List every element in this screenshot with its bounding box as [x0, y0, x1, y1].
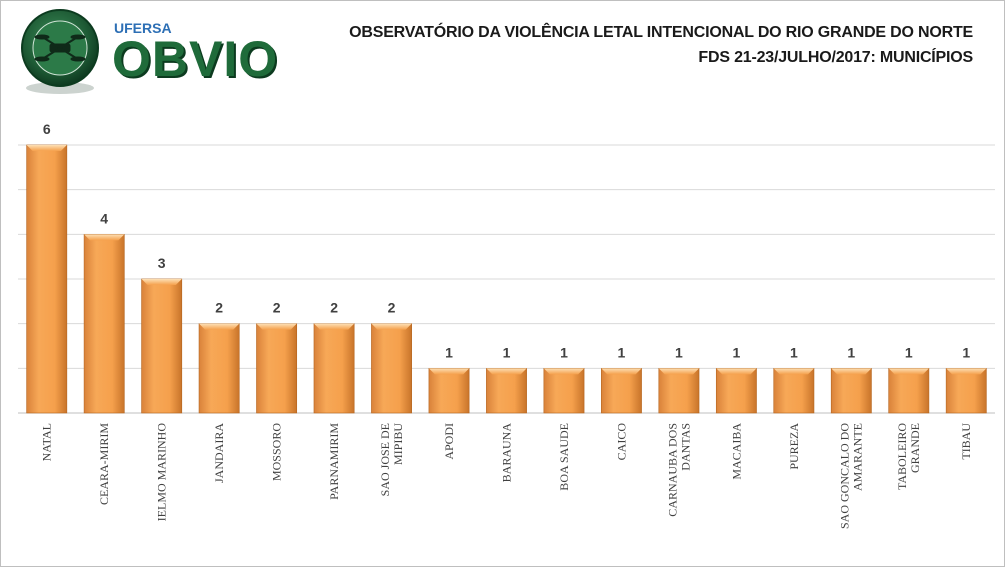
bar: [256, 323, 298, 414]
data-label: 4: [100, 210, 108, 226]
data-label: 1: [560, 344, 568, 360]
data-label: 1: [790, 344, 798, 360]
logo-seal-icon: [21, 9, 99, 94]
x-tick-label: CARNAUBA DOSDANTAS: [665, 423, 692, 517]
bar: [601, 368, 642, 414]
logo-wordmark: OBVIO: [112, 31, 279, 87]
data-label: 6: [43, 121, 51, 137]
bar: [830, 368, 872, 414]
data-label: 2: [388, 300, 396, 316]
x-tick-label: PARNAMIRIM: [327, 423, 341, 500]
x-tick-label: CEARA-MIRIM: [97, 423, 111, 505]
data-label: 1: [962, 344, 970, 360]
x-tick-label: APODI: [442, 423, 456, 460]
bar: [658, 368, 700, 414]
bar: [26, 144, 68, 414]
x-tick-label: SAO JOSE DEMIPIBU: [378, 423, 405, 497]
bar: [888, 368, 930, 414]
data-label: 2: [215, 300, 223, 316]
data-label: 3: [158, 255, 166, 271]
chart-title-block: OBSERVATÓRIO DA VIOLÊNCIA LETAL INTENCIO…: [349, 20, 973, 70]
x-tick-label: JANDAIRA: [212, 423, 226, 483]
x-tick-label: BOA SAUDE: [557, 423, 571, 491]
x-axis-labels: NATAL CEARA-MIRIM IELMO MARINHO JANDAIRA MOS…: [40, 423, 974, 529]
data-label: 1: [445, 344, 453, 360]
bar: [486, 368, 527, 414]
data-label: 2: [330, 300, 338, 316]
data-label: 1: [905, 344, 913, 360]
data-label: 2: [273, 300, 281, 316]
x-tick-label: BARAUNA: [499, 423, 513, 483]
x-tick-label: SAO GONCALO DOAMARANTE: [838, 423, 865, 529]
data-label: 1: [618, 344, 626, 360]
bar: [715, 368, 757, 414]
data-label: 1: [847, 344, 855, 360]
bar: [773, 368, 815, 414]
data-label: 1: [503, 344, 511, 360]
bar: [198, 323, 240, 414]
obvio-logo: UFERSA OBVIO: [14, 8, 284, 98]
x-tick-label: CAICO: [614, 423, 628, 461]
data-label: 1: [732, 344, 740, 360]
data-label: 1: [675, 344, 683, 360]
bar: [543, 368, 585, 414]
x-tick-label: TABOLEIROGRANDE: [895, 423, 922, 490]
chart-title: OBSERVATÓRIO DA VIOLÊNCIA LETAL INTENCIO…: [349, 24, 973, 41]
bar: [141, 278, 183, 414]
bar: [83, 234, 125, 414]
logo-institution: UFERSA: [114, 20, 172, 36]
bars: [26, 144, 987, 414]
data-labels: 6 4 3 2 2 2 2 1 1 1 1 1 1 1 1 1 1: [43, 121, 971, 360]
bar: [945, 368, 987, 414]
bar: [313, 323, 355, 414]
x-tick-label: IELMO MARINHO: [155, 423, 169, 522]
chart-subtitle: FDS 21-23/JULHO/2017: MUNICÍPIOS: [698, 49, 973, 66]
bar: [371, 323, 412, 414]
x-tick-label: MOSSORO: [270, 423, 284, 481]
x-tick-label: PUREZA: [787, 423, 801, 470]
bar: [428, 368, 470, 414]
x-tick-label: MACAIBA: [729, 423, 743, 480]
x-tick-label: TIBAU: [959, 423, 973, 460]
x-tick-label: NATAL: [40, 423, 54, 461]
